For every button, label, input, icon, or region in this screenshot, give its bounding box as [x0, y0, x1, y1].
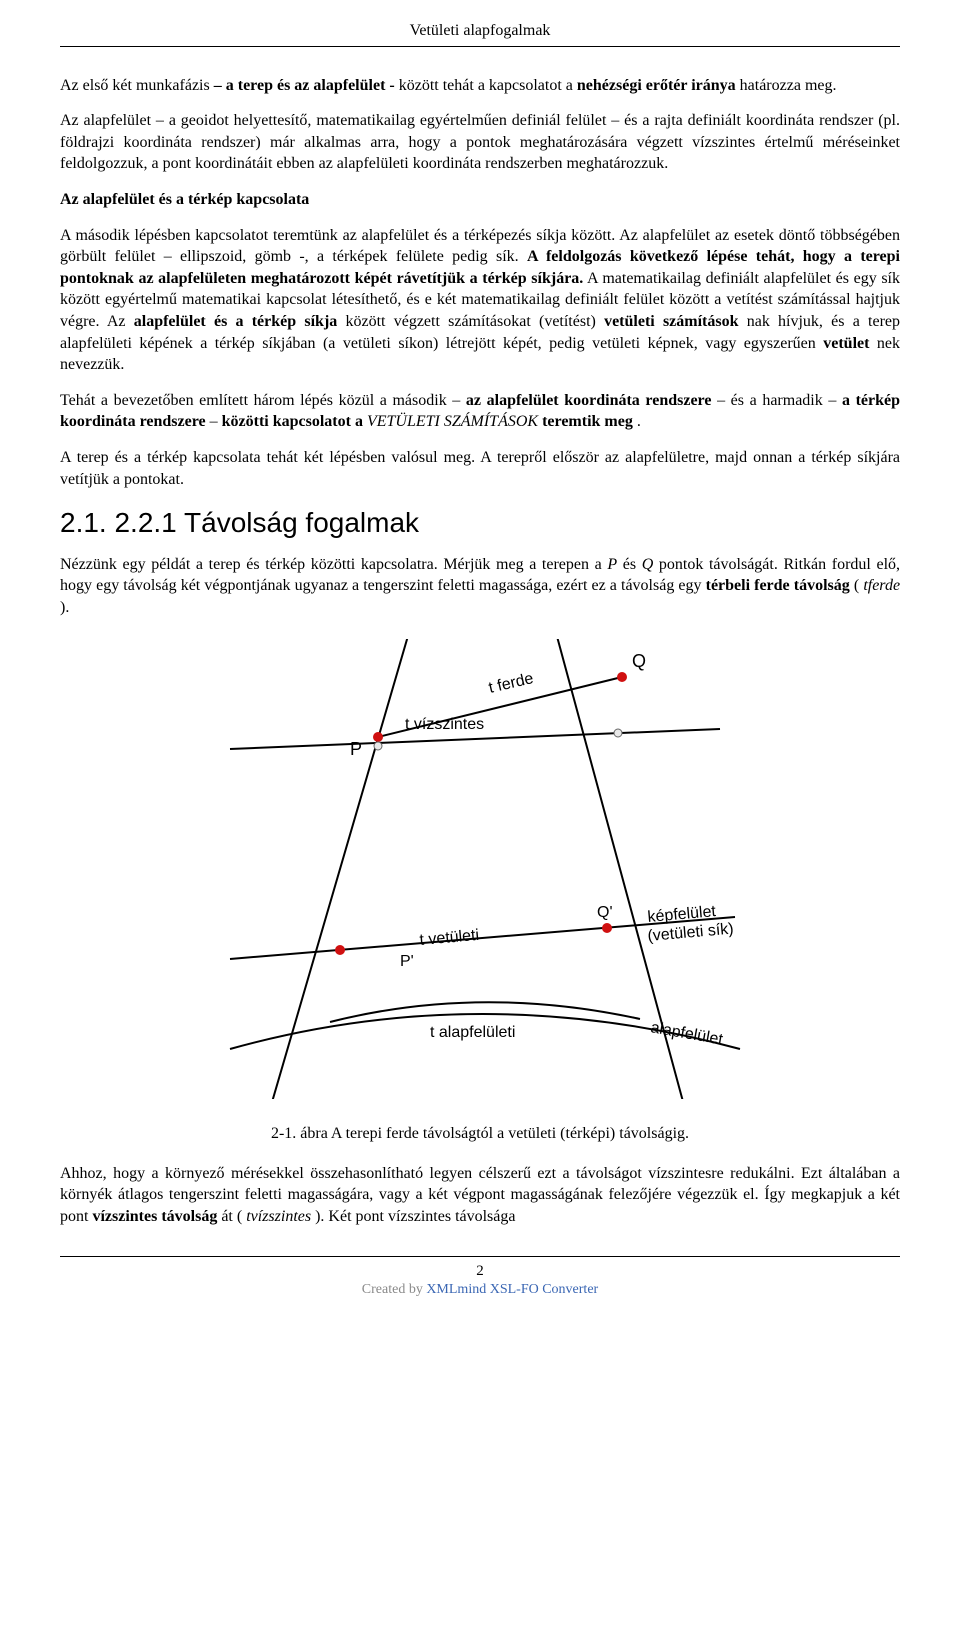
arc-talapfeluleti [330, 1002, 640, 1022]
point-pprime [335, 945, 345, 955]
paragraph-3: A második lépésben kapcsolatot teremtünk… [60, 225, 900, 376]
text-bold: – a terep és az alapfelület - [214, 77, 395, 94]
label-q: Q [632, 651, 646, 671]
text: Nézzünk egy példát a terep és térkép köz… [60, 556, 607, 573]
label-tferde: t ferde [487, 670, 535, 697]
credit-prefix: Created by [362, 1282, 427, 1297]
text-italic: Q [642, 556, 654, 573]
text: Az első két munkafázis [60, 77, 214, 94]
text: . [637, 413, 641, 430]
point-p [373, 732, 383, 742]
section-heading: 2.1. 2.2.1 Távolság fogalmak [60, 504, 900, 542]
text-bold: közötti kapcsolatot a [222, 413, 363, 430]
paragraph-6: Nézzünk egy példát a terep és térkép köz… [60, 554, 900, 619]
text: és [623, 556, 642, 573]
text: között végzett számításokat (vetítést) [346, 313, 605, 330]
text: – [210, 413, 222, 430]
paragraph-7: Ahhoz, hogy a környező mérésekkel összeh… [60, 1163, 900, 1228]
text: Tehát a bevezetőben említett három lépés… [60, 392, 466, 409]
text: át ( [221, 1208, 246, 1225]
text-bold: vetületi számítások [604, 313, 738, 330]
credit-link: XMLmind XSL-FO Converter [426, 1282, 598, 1297]
text-italic: tferde [863, 577, 900, 594]
label-tvetuleti: t vetületi [419, 927, 480, 949]
paragraph-2: Az alapfelület – a geoidot helyettesítő,… [60, 110, 900, 175]
text-bold: nehézségi erőtér iránya [577, 77, 736, 94]
text-italic: tvízszintes [246, 1208, 311, 1225]
subheading: Az alapfelület és a térkép kapcsolata [60, 189, 900, 211]
text: – és a harmadik – [717, 392, 842, 409]
point-qprime [602, 923, 612, 933]
text: ). [60, 599, 69, 616]
paragraph-5: A terep és a térkép kapcsolata tehát két… [60, 447, 900, 490]
paragraph-1: Az első két munkafázis – a terep és az a… [60, 75, 900, 97]
text: ( [854, 577, 863, 594]
text-bold: teremtik meg [542, 413, 633, 430]
text-italic: P [607, 556, 617, 573]
text-italic: VETÜLETI SZÁMÍTÁSOK [367, 413, 538, 430]
text: között tehát a kapcsolatot a [399, 77, 577, 94]
figure-caption: 2-1. ábra A terepi ferde távolságtól a v… [60, 1123, 900, 1145]
label-alapfelulet: alapfelület [649, 1019, 724, 1049]
label-pprime: P' [400, 953, 414, 970]
label-talapfeluleti: t alapfelületi [430, 1024, 515, 1041]
footer-credit: Created by XMLmind XSL-FO Converter [60, 1281, 900, 1300]
text-bold: az alapfelület koordináta rendszere [466, 392, 712, 409]
point-p-horiz [374, 742, 382, 750]
diagram-svg: Q P t ferde t vízszintes P' Q' t vetület… [200, 639, 760, 1099]
page-header: Vetületi alapfogalmak [60, 20, 900, 47]
page-number: 2 [60, 1261, 900, 1281]
figure-distance-diagram: Q P t ferde t vízszintes P' Q' t vetület… [60, 639, 900, 1106]
text: ). Két pont vízszintes távolsága [315, 1208, 515, 1225]
text-bold: vetület [823, 335, 869, 352]
point-q-horiz [614, 729, 622, 737]
page-footer: 2 Created by XMLmind XSL-FO Converter [60, 1256, 900, 1300]
ray-left [270, 639, 410, 1099]
label-p: P [350, 739, 362, 759]
text-bold: vízszintes távolság [92, 1208, 217, 1225]
label-qprime: Q' [597, 904, 613, 921]
text-bold: alapfelület és a térkép síkja [134, 313, 338, 330]
label-tvizszintes: t vízszintes [405, 716, 484, 733]
paragraph-4: Tehát a bevezetőben említett három lépés… [60, 390, 900, 433]
text-bold: térbeli ferde távolság [706, 577, 850, 594]
text: határozza meg. [740, 77, 837, 94]
point-q [617, 672, 627, 682]
